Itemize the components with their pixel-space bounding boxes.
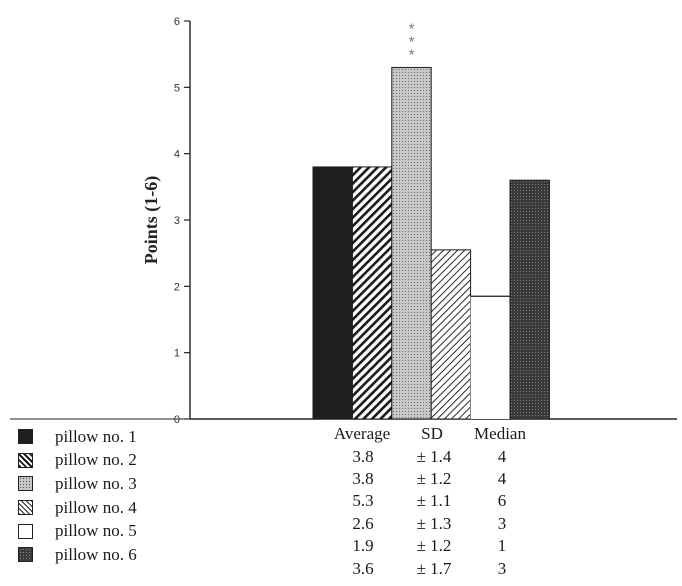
legend-swatch	[18, 523, 33, 539]
stats-row: 5.3 ± 1.1 6	[318, 490, 544, 512]
legend-label: pillow no. 6	[55, 544, 137, 564]
y-tick-label: 6	[174, 16, 180, 28]
stat-median: 3	[497, 558, 507, 578]
stat-average: 5.3	[352, 491, 374, 511]
stats-row: 3.6 ± 1.7 3	[318, 557, 544, 579]
stat-average: 3.8	[352, 468, 374, 488]
stat-average: 1.9	[352, 536, 374, 556]
y-ticks: 0 1 2 3 4 5 6	[174, 16, 190, 426]
bar-pillow-no-5	[470, 296, 510, 419]
bars	[312, 66, 550, 420]
stat-median: 4	[497, 468, 507, 488]
significance-star: *	[409, 33, 415, 50]
legend-label: pillow no. 3	[55, 473, 137, 493]
stat-average: 2.6	[352, 513, 374, 533]
stat-sd: ± 1.1	[416, 491, 452, 511]
stat-sd: ± 1.2	[416, 468, 452, 488]
y-tick-label: 5	[174, 82, 180, 94]
legend-swatch	[18, 476, 33, 492]
significance-star: *	[409, 20, 415, 37]
stat-median: 4	[497, 446, 507, 466]
legend-label: pillow no. 5	[55, 521, 137, 541]
bar-pillow-no-4	[430, 249, 472, 420]
legend-label: pillow no. 4	[55, 497, 137, 517]
y-tick-label: 4	[174, 149, 180, 161]
legend-item: pillow no. 6	[4, 543, 137, 567]
legend-label: pillow no. 1	[55, 426, 137, 446]
legend-swatch	[18, 500, 33, 516]
legend-item: pillow no. 3	[4, 472, 137, 496]
y-tick-label: 3	[174, 215, 180, 227]
legend-swatch	[18, 429, 33, 445]
legend-item: pillow no. 5	[4, 519, 137, 543]
stat-median: 1	[497, 536, 507, 556]
y-tick-label: 1	[174, 348, 180, 360]
stats-row: 3.8 ± 1.2 4	[318, 468, 544, 490]
header-median: Median	[474, 424, 526, 444]
stats-row: 2.6 ± 1.3 3	[318, 513, 544, 535]
stat-average: 3.6	[352, 558, 374, 578]
legend-item: pillow no. 4	[4, 496, 137, 520]
y-axis-label: Points (1-6)	[141, 176, 162, 265]
y-tick-label: 2	[174, 281, 180, 293]
legend-swatch	[18, 547, 33, 563]
legend-swatch	[18, 452, 33, 468]
header-average: Average	[333, 424, 391, 444]
stats-row: 1.9 ± 1.2 1	[318, 535, 544, 557]
bar-pillow-no-1	[312, 166, 353, 420]
stat-average: 3.8	[352, 446, 374, 466]
legend-item: pillow no. 2	[4, 449, 137, 473]
legend: pillow no. 1 pillow no. 2 pillow no. 3 pill…	[4, 425, 137, 567]
y-tick-label: 0	[174, 414, 180, 426]
legend-label: pillow no. 2	[55, 450, 137, 470]
stat-sd: ± 1.2	[416, 536, 452, 556]
legend-item: pillow no. 1	[4, 425, 137, 449]
stat-sd: ± 1.4	[416, 446, 452, 466]
stat-sd: ± 1.7	[416, 558, 452, 578]
bar-pillow-no-6	[509, 179, 550, 420]
stat-sd: ± 1.3	[416, 513, 452, 533]
stats-table: Average SD Median 3.8 ± 1.4 4 3.8 ± 1.2 4 5.3 ±…	[318, 423, 544, 580]
significance-star: *	[409, 46, 415, 63]
stats-row: 3.8 ± 1.4 4	[318, 445, 544, 467]
stats-body: 3.8 ± 1.4 4 3.8 ± 1.2 4 5.3 ± 1.1 6 2.6 ± 1.3 3 1.9 ±…	[318, 445, 544, 579]
bar-pillow-no-2	[351, 166, 393, 420]
stat-median: 3	[497, 513, 507, 533]
bar-pillow-no-3	[391, 66, 432, 420]
stat-median: 6	[497, 491, 507, 511]
header-sd: SD	[421, 424, 443, 444]
stats-header-row: Average SD Median	[318, 423, 544, 445]
significance-stars: ***	[409, 20, 415, 63]
